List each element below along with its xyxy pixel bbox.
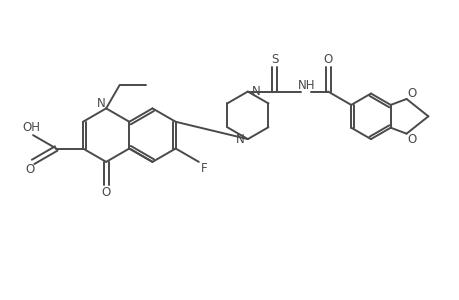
Text: OH: OH [22, 121, 40, 134]
Text: N: N [251, 85, 260, 98]
Text: O: O [25, 163, 34, 176]
Text: N: N [235, 133, 244, 146]
Text: NH: NH [297, 79, 314, 92]
Text: F: F [200, 162, 207, 175]
Text: O: O [101, 186, 111, 199]
Text: O: O [323, 53, 332, 66]
Text: S: S [270, 53, 278, 66]
Text: O: O [406, 133, 415, 146]
Text: O: O [406, 86, 415, 100]
Text: N: N [96, 97, 106, 110]
